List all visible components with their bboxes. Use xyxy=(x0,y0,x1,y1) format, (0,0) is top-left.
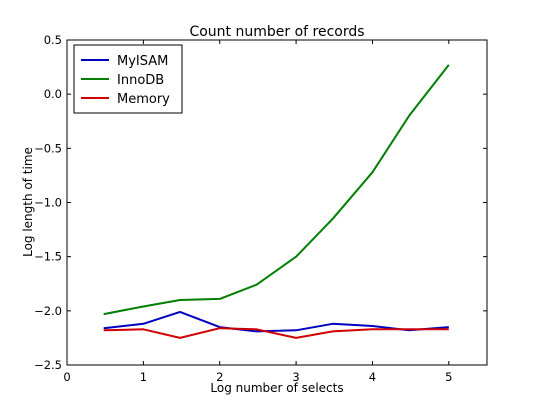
x-tick-label: 0 xyxy=(63,370,70,384)
plot-lines xyxy=(103,64,450,339)
series-line-myisam xyxy=(103,310,449,333)
y-axis-label: Log length of time xyxy=(21,147,35,257)
y-tick-label: −2.5 xyxy=(34,358,62,372)
y-tick-label: −1.5 xyxy=(34,250,62,264)
series-line-memory xyxy=(103,327,449,339)
y-tick-label: 0.0 xyxy=(44,87,62,101)
legend: MyISAM InnoDB Memory xyxy=(73,44,183,114)
x-tick-label: 5 xyxy=(445,370,452,384)
plot-frame xyxy=(66,39,488,366)
x-tick-label: 1 xyxy=(140,370,147,384)
axis-ticks: 0 1 2 3 4 5 −2.5 −2.0 −1.5 −1.0 −0.5 0.0 0.5 xyxy=(34,33,487,384)
y-tick-label: −2.0 xyxy=(34,304,62,318)
y-tick-label: 0.5 xyxy=(44,33,62,47)
x-tick-label: 3 xyxy=(292,370,299,384)
y-tick-label: −0.5 xyxy=(34,141,62,155)
x-axis-label: Log number of selects xyxy=(210,381,343,395)
x-tick-label: 4 xyxy=(369,370,376,384)
chart-title: Count number of records xyxy=(189,24,364,40)
legend-label-memory: Memory xyxy=(117,92,170,107)
legend-label-innodb: InnoDB xyxy=(117,73,164,88)
legend-label-myisam: MyISAM xyxy=(117,54,168,69)
x-tick-label: 2 xyxy=(216,370,223,384)
series-line-innodb xyxy=(103,64,450,316)
y-tick-label: −1.0 xyxy=(34,196,62,210)
